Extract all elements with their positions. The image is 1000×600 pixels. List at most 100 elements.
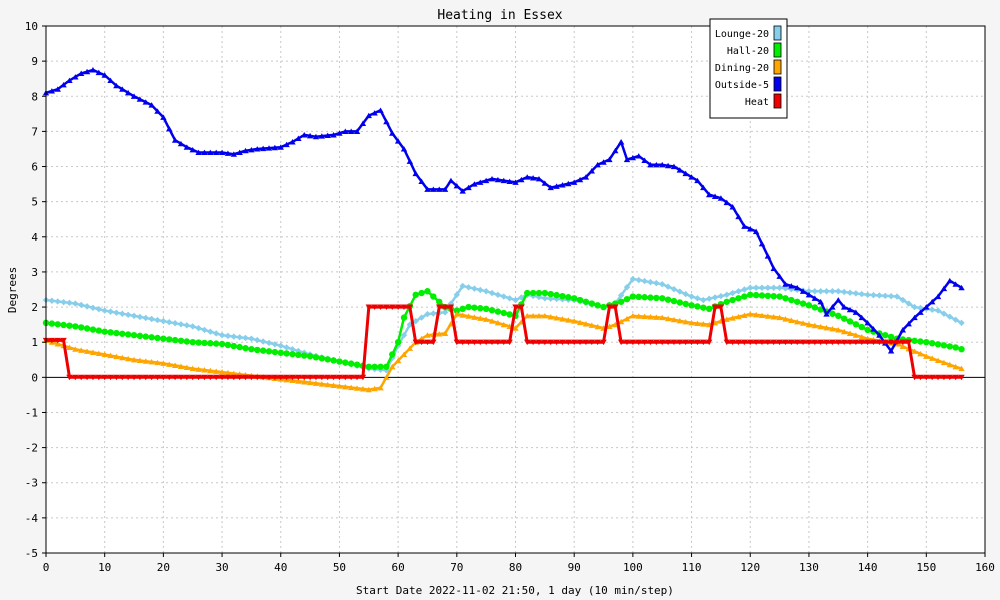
- y-tick-label: 7: [31, 125, 38, 138]
- y-tick-label: 8: [31, 90, 38, 103]
- point-lounge-20: [224, 332, 232, 340]
- point-heat: [811, 339, 819, 346]
- point-heat: [723, 339, 730, 346]
- point-outside-5: [940, 285, 948, 292]
- point-outside-5: [694, 177, 701, 184]
- point-lounge-20: [183, 322, 191, 329]
- point-lounge-20: [735, 288, 742, 295]
- point-dining-20: [459, 312, 466, 318]
- point-dining-20: [312, 380, 320, 386]
- point-hall-20: [529, 289, 537, 297]
- point-outside-5: [688, 174, 695, 180]
- point-dining-20: [917, 350, 924, 357]
- x-tick-label: 20: [157, 561, 170, 574]
- y-tick-label: 5: [31, 196, 38, 209]
- point-heat: [559, 339, 566, 346]
- point-lounge-20: [870, 291, 877, 299]
- point-dining-20: [477, 315, 484, 321]
- point-heat: [799, 339, 807, 346]
- point-outside-5: [418, 178, 425, 185]
- point-hall-20: [547, 290, 554, 298]
- point-lounge-20: [711, 294, 719, 301]
- series-layer: [42, 67, 965, 393]
- point-lounge-20: [823, 288, 830, 295]
- point-outside-5: [758, 240, 766, 247]
- point-dining-20: [301, 379, 308, 385]
- point-dining-20: [488, 318, 496, 324]
- point-lounge-20: [271, 341, 279, 348]
- point-lounge-20: [758, 284, 766, 291]
- point-hall-20: [48, 320, 56, 327]
- point-heat: [453, 339, 461, 346]
- point-heat: [482, 339, 490, 346]
- series-outside-5: [42, 67, 965, 354]
- point-dining-20: [471, 314, 478, 320]
- point-dining-20: [788, 317, 795, 323]
- point-outside-5: [565, 180, 572, 187]
- point-outside-5: [946, 277, 953, 284]
- point-dining-20: [212, 368, 220, 374]
- point-heat: [688, 339, 695, 346]
- point-hall-20: [752, 291, 760, 299]
- point-hall-20: [259, 347, 267, 354]
- point-lounge-20: [934, 307, 942, 314]
- point-outside-5: [952, 281, 959, 287]
- point-outside-5: [430, 186, 437, 192]
- point-heat: [72, 374, 79, 381]
- point-heat: [488, 339, 496, 346]
- x-tick-label: 60: [392, 561, 405, 574]
- point-heat: [465, 339, 472, 346]
- point-heat: [436, 304, 443, 310]
- point-lounge-20: [688, 293, 695, 300]
- point-dining-20: [154, 359, 161, 366]
- point-dining-20: [805, 321, 813, 328]
- y-tick-label: 10: [25, 20, 38, 33]
- point-heat: [447, 304, 455, 310]
- point-hall-20: [306, 353, 314, 360]
- point-heat: [189, 374, 196, 381]
- point-heat: [705, 339, 713, 346]
- point-lounge-20: [952, 316, 959, 324]
- point-heat: [694, 339, 701, 346]
- point-outside-5: [764, 253, 772, 259]
- point-hall-20: [312, 354, 320, 361]
- point-dining-20: [78, 347, 85, 353]
- point-lounge-20: [905, 300, 912, 307]
- point-dining-20: [923, 353, 930, 359]
- point-lounge-20: [741, 286, 748, 293]
- point-hall-20: [83, 325, 91, 332]
- point-heat: [764, 339, 772, 346]
- point-dining-20: [835, 327, 842, 333]
- point-hall-20: [535, 289, 543, 297]
- point-heat: [101, 374, 108, 381]
- point-lounge-20: [78, 301, 85, 309]
- point-lounge-20: [154, 316, 161, 324]
- point-lounge-20: [201, 326, 208, 334]
- point-outside-5: [524, 174, 531, 180]
- point-hall-20: [835, 312, 842, 320]
- point-outside-5: [166, 125, 173, 132]
- point-lounge-20: [647, 278, 654, 286]
- point-outside-5: [406, 158, 414, 164]
- point-outside-5: [83, 68, 91, 75]
- point-hall-20: [776, 293, 783, 300]
- point-hall-20: [465, 303, 472, 311]
- point-outside-5: [383, 118, 390, 125]
- point-hall-20: [218, 340, 226, 348]
- point-outside-5: [612, 147, 619, 154]
- point-dining-20: [136, 357, 144, 364]
- point-heat: [958, 374, 965, 381]
- point-outside-5: [958, 284, 965, 291]
- point-dining-20: [576, 319, 584, 326]
- point-lounge-20: [629, 275, 637, 283]
- point-hall-20: [248, 346, 255, 353]
- point-lounge-20: [289, 346, 296, 353]
- point-dining-20: [218, 369, 226, 375]
- point-outside-5: [870, 326, 877, 332]
- point-hall-20: [78, 324, 85, 331]
- point-heat: [66, 374, 73, 381]
- point-dining-20: [101, 351, 108, 358]
- point-heat: [782, 339, 789, 346]
- point-heat: [230, 374, 237, 381]
- point-dining-20: [794, 318, 801, 325]
